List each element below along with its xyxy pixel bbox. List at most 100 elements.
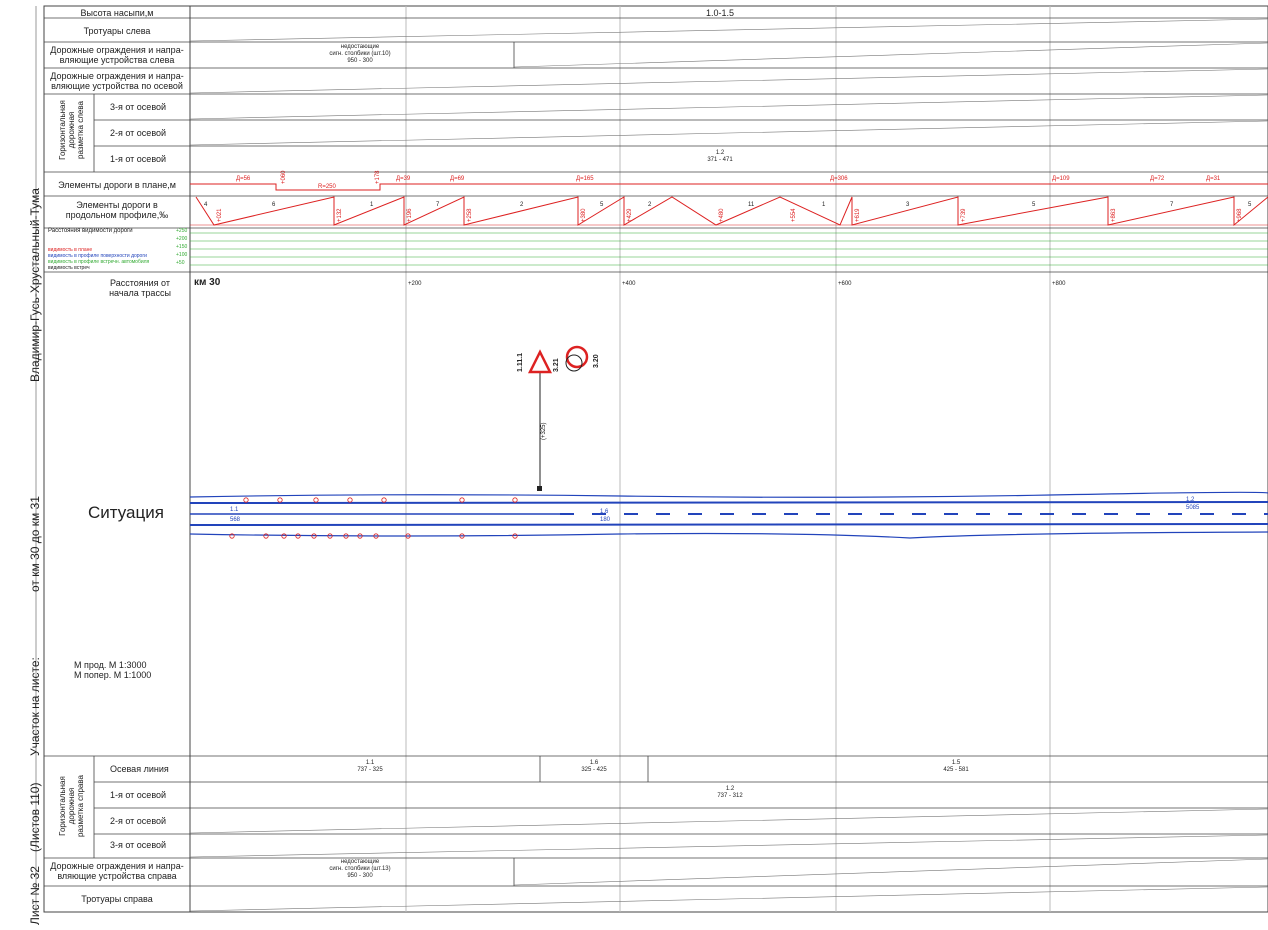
profile-gradient: 7 [436,202,440,208]
picket-label: +800 [1052,281,1066,287]
warning-triangle-icon [527,349,553,374]
visibility-legend: видимость встреч [48,265,90,271]
line-mark-code: 1.1 [230,507,239,513]
right-second-from-axis: 2-я от осевой [110,816,167,826]
profile-picket: +258 [467,208,473,222]
profile-gradient: 11 [748,202,755,208]
visibility-legend: видимость в плане [48,247,93,253]
profile-gradient: 5 [1248,202,1252,208]
scale-note: М прод. М 1:3000 М попер. М 1:1000 [74,660,152,680]
embankment-value: 1.0-1.5 [705,8,735,18]
profile-zigzag [190,196,1268,227]
picket-label: +600 [838,281,852,287]
sidewalks-right-label: Тротуары справа [81,894,153,904]
profile-gradient: 2 [648,202,652,208]
right-first-from-axis: 1-я от осевой [110,790,167,800]
top-row-lines [44,17,1268,273]
plan-tag: +060 [281,170,287,184]
visibility-level: +100 [176,252,188,258]
prohibition-circle-icon [565,345,589,369]
profile-gradient: 3 [906,202,910,208]
profile-picket: +021 [217,208,223,222]
sign-code: 3.21 [553,358,560,372]
sign-post-position: (+325) [541,422,547,440]
plan-label: Д=39 [396,176,411,182]
embankment-label: Высота насыпи,м [80,8,154,18]
right-third-from-axis: 3-я от осевой [110,840,167,850]
profile-gradient: 1 [370,202,374,208]
profile-picket: +739 [961,208,967,222]
profile-picket: +863 [1111,208,1117,222]
sign-code: 3.20 [593,354,600,368]
axis-value: 1.1 737 - 325 [357,760,383,773]
plan-label: Д=56 [236,176,251,182]
line-mark-pos: 568 [230,517,241,523]
profile-gradient: 6 [272,202,276,208]
plan-label: Д=72 [1150,176,1165,182]
right-first-value: 1.2 737 - 312 [717,786,743,799]
left-second-from-axis: 2-я от осевой [110,128,167,138]
plan-label: Д=31 [1206,176,1221,182]
sheet-number: Лист № 32 [28,866,42,925]
marking-right-group-label: Горизонтальная дорожная разметка справа [58,775,85,838]
bottom-row-lines [44,755,1268,887]
section-label: Участок на листе: [28,657,42,756]
profile-picket: +619 [855,208,861,222]
visibility-legend: видимость в профиле встречн. автомобиля [48,259,150,265]
plan-elements-line [190,183,1268,191]
visibility-lines [190,232,1268,266]
profile-picket: +196 [407,208,413,222]
plan-label: Д=69 [450,176,465,182]
profile-gradient: 2 [520,202,524,208]
visibility-legend: видимость в профиле поверхности дороги [48,253,147,259]
profile-gradient: 7 [1170,202,1174,208]
guard-axis-label: Дорожные ограждения и напра- вляющие уст… [50,71,184,91]
profile-picket: +968 [1237,208,1243,222]
visibility-title: Расстояния видимости дороги [48,228,133,234]
sign-base [537,486,542,491]
empty-row-hatches [189,18,1268,146]
profile-picket: +380 [581,208,587,222]
end-sign-circle-icon [565,354,583,372]
visibility-level: +150 [176,244,188,250]
guard-left-value: недостающие сигн. столбики (шт.10) 950 -… [329,44,391,64]
visibility-level: +200 [176,236,188,242]
left-third-from-axis: 3-я от осевой [110,102,167,112]
line-mark-pos: 180 [600,517,611,523]
profile-elements-label: Элементы дороги в продольном профиле,‰ [65,200,169,220]
line-mark-code: 1.2 [1186,497,1195,503]
sheet-frame [43,5,1268,913]
road-signs [527,345,589,491]
distance-header: Расстояния от начала трассы [109,278,171,298]
plan-label: R=250 [318,184,336,190]
line-mark-code: 1.6 [600,509,609,515]
line-mark-pos: 5085 [1186,505,1200,511]
profile-picket: +554 [791,208,797,222]
guard-right-label: Дорожные ограждения и напра- вляющие уст… [50,861,184,881]
profile-picket: +429 [627,208,633,222]
sheet-count: (Листов 110) [28,782,42,852]
plan-label: Д=109 [1052,176,1070,182]
left-first-value: 1.2 371 - 471 [707,150,733,163]
plan-elements-label: Элементы дороги в плане,м [58,180,176,190]
situation-title: Ситуация [88,503,164,522]
sidewalks-left-label: Тротуары слева [83,26,151,36]
marking-left-group-label: Горизонтальная дорожная разметка слева [58,100,85,160]
axis-value: 1.5 425 - 581 [943,760,969,773]
profile-picket: +132 [337,208,343,222]
bottom-row-hatches [189,808,1268,912]
profile-gradient: 5 [600,202,604,208]
sign-code: 1.11.1 [517,352,524,372]
axis-line-label: Осевая линия [110,764,169,774]
visibility-level: +250 [176,228,188,234]
visibility-level: +50 [176,260,185,266]
route-title: Владимир-Гусь-Хрустальный-Тума [28,188,42,382]
km-marker: км 30 [194,277,221,288]
profile-gradient: 5 [1032,202,1036,208]
profile-gradient: 4 [204,202,208,208]
sheet-sidebar: Владимир-Гусь-Хрустальный-Тума от км 30 … [0,0,44,930]
axis-value: 1.6 325 - 425 [581,760,607,773]
plan-tag: +178 [375,170,381,184]
delineator-posts [229,497,518,539]
